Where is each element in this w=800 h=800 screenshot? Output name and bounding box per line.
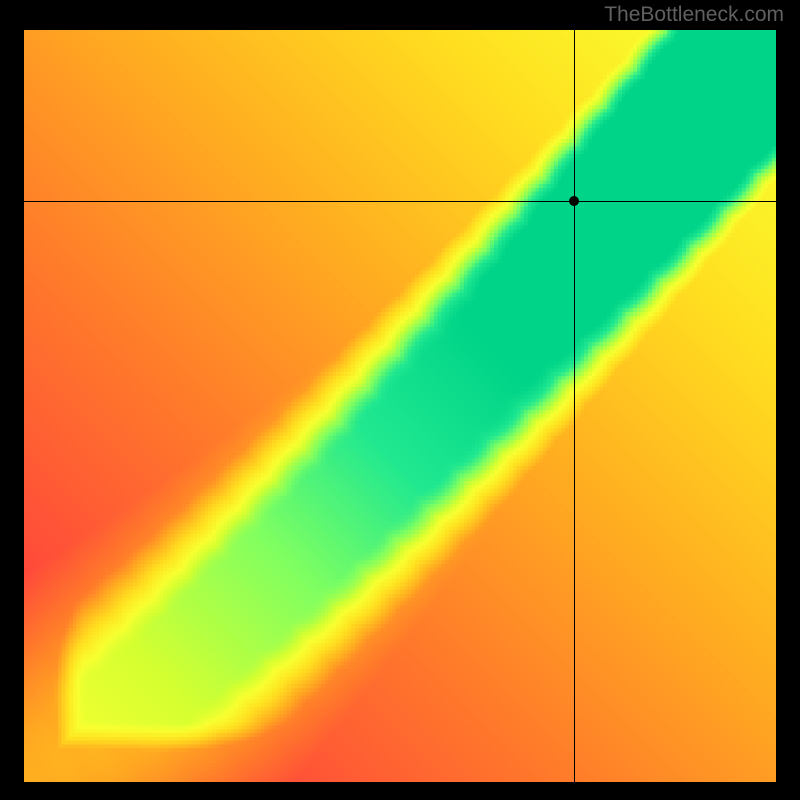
crosshair-vertical xyxy=(574,30,576,782)
heatmap-plot xyxy=(24,30,776,782)
crosshair-horizontal xyxy=(24,201,776,203)
heatmap-canvas xyxy=(24,30,776,782)
chart-container: TheBottleneck.com xyxy=(0,0,800,800)
watermark-label: TheBottleneck.com xyxy=(604,3,784,27)
crosshair-marker xyxy=(569,196,579,206)
